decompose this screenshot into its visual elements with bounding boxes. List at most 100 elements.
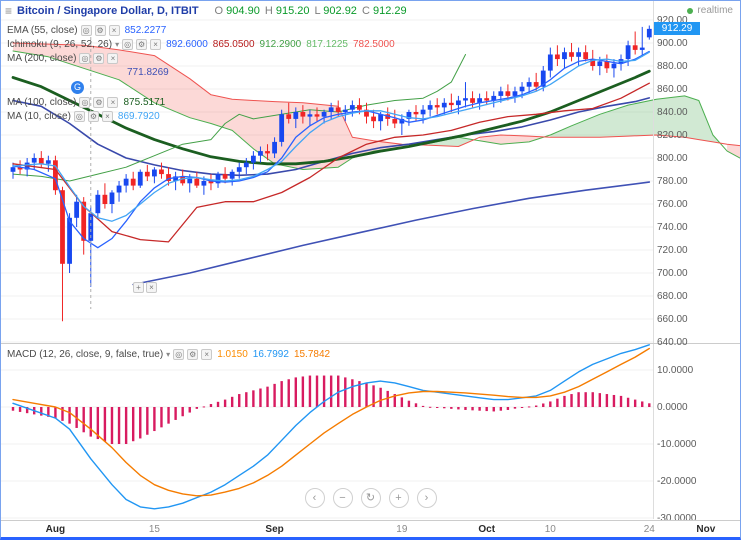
scroll-right-button[interactable]: ›: [416, 488, 437, 508]
time-tick-label: Sep: [265, 524, 284, 535]
indicator-value: 16.7992: [252, 348, 289, 360]
settings-icon[interactable]: ⚙: [93, 96, 105, 108]
chevron-down-icon[interactable]: ▾: [115, 39, 120, 49]
settings-icon[interactable]: ⚙: [136, 38, 148, 50]
panel-divider[interactable]: [1, 343, 740, 344]
scroll-left-button[interactable]: ‹: [304, 488, 325, 508]
eye-icon[interactable]: ◎: [80, 24, 92, 36]
drawing-handle-icon[interactable]: ×: [146, 282, 157, 293]
eye-icon[interactable]: ◎: [122, 38, 134, 50]
indicator-value: 817.1225: [306, 38, 348, 50]
price-tick-label: 840.00: [657, 107, 688, 118]
zoom-out-button[interactable]: −: [332, 488, 353, 508]
price-axis-line: [653, 1, 654, 519]
indicator-value: 912.2900: [259, 38, 302, 50]
ohlc-low: L 902.92: [314, 4, 357, 17]
indicator-value: 869.7920: [117, 110, 160, 122]
reset-chart-button[interactable]: ↻: [360, 488, 381, 508]
macd-tick-label: -20.0000: [657, 476, 697, 487]
eye-icon[interactable]: ◎: [73, 110, 85, 122]
close-icon[interactable]: ×: [150, 38, 162, 50]
close-icon[interactable]: ×: [101, 110, 113, 122]
indicator-value: 875.5171: [123, 96, 166, 108]
time-tick-label: 19: [396, 524, 408, 535]
time-tick-label: Nov: [696, 524, 716, 535]
price-tick-label: 880.00: [657, 61, 688, 72]
indicator-title[interactable]: MA (10, close): [7, 110, 71, 122]
settings-icon[interactable]: ⚙: [187, 348, 199, 360]
time-tick-label: 24: [643, 524, 655, 535]
indicator-legend-row: MACD (12, 26, close, 9, false, true) ▾ ◎ ⚙ ×…: [7, 347, 330, 361]
settings-icon[interactable]: ⚙: [87, 110, 99, 122]
close-icon[interactable]: ×: [107, 96, 119, 108]
realtime-status: realtime: [687, 5, 733, 16]
symbol-title: Bitcoin / Singapore Dollar, D, ITBIT: [17, 4, 199, 17]
macd-tick-label: 0.0000: [657, 402, 688, 413]
eye-icon[interactable]: ◎: [173, 348, 185, 360]
eye-icon[interactable]: ◎: [79, 52, 91, 64]
macd-tick-label: -30.0000: [657, 513, 697, 524]
macd-tick-label: -10.0000: [657, 439, 697, 450]
indicator-title[interactable]: Ichimoku (9, 26, 52, 26): [7, 38, 113, 50]
indicator-value: 1.0150: [217, 348, 248, 360]
price-tick-label: 860.00: [657, 84, 688, 95]
indicator-value: 865.0500: [212, 38, 255, 50]
close-icon[interactable]: ×: [107, 52, 119, 64]
price-tick-label: 680.00: [657, 291, 688, 302]
price-tick-label: 700.00: [657, 268, 688, 279]
ohlc-open: O 904.90: [214, 4, 260, 17]
chart-nav-controls: ‹ − ↻ + ›: [304, 488, 437, 508]
price-tick-label: 900.00: [657, 38, 688, 49]
indicator-title[interactable]: MA (200, close): [7, 52, 77, 64]
close-icon[interactable]: ×: [201, 348, 213, 360]
drawing-badge[interactable]: G: [71, 80, 84, 94]
indicator-legend-row: MA (100, close) ◎ ⚙ × 875.5171: [7, 95, 395, 109]
drawing-handles: + ×: [133, 282, 157, 293]
price-tick-label: 920.00: [657, 15, 688, 26]
time-tick-label: Oct: [478, 524, 496, 535]
indicator-value: 771.8269: [127, 66, 169, 78]
indicator-legend-row: MA (200, close) ◎ ⚙ ×: [7, 51, 395, 65]
time-tick-label: 15: [148, 524, 160, 535]
drawing-badge-row: G: [7, 79, 395, 95]
price-tick-label: 820.00: [657, 130, 688, 141]
price-tick-label: 800.00: [657, 153, 688, 164]
macd-tick-label: 10.0000: [657, 365, 694, 376]
settings-icon[interactable]: ⚙: [93, 52, 105, 64]
indicator-value: 892.6000: [166, 38, 208, 50]
eye-icon[interactable]: ◎: [79, 96, 91, 108]
indicator-value: 15.7842: [293, 348, 331, 360]
chevron-down-icon[interactable]: ▾: [166, 349, 171, 359]
chart-header: ≡ Bitcoin / Singapore Dollar, D, ITBIT O…: [1, 1, 740, 20]
price-tick-label: 780.00: [657, 176, 688, 187]
menu-icon[interactable]: ≡: [5, 3, 13, 18]
zoom-in-button[interactable]: +: [388, 488, 409, 508]
close-icon[interactable]: ×: [108, 24, 120, 36]
indicator-legend-row: Ichimoku (9, 26, 52, 26) ▾ ◎ ⚙ × 892.6000 865.…: [7, 37, 395, 51]
price-tick-label: 760.00: [657, 199, 688, 210]
drawing-handle-icon[interactable]: +: [133, 282, 144, 293]
price-tick-label: 640.00: [657, 337, 688, 348]
price-tick-label: 660.00: [657, 314, 688, 325]
last-price-tag: 912.29: [654, 22, 700, 35]
indicator-value: 782.5000: [352, 38, 395, 50]
time-axis[interactable]: Aug 15 Sep 19 Oct 10 24 Nov: [1, 520, 740, 537]
indicator-legend-row: EMA (55, close) ◎ ⚙ × 852.2277: [7, 23, 395, 37]
indicator-legends: EMA (55, close) ◎ ⚙ × 852.2277 Ichimoku (9, 2…: [7, 23, 395, 123]
ohlc-close: C 912.29: [361, 4, 407, 17]
settings-icon[interactable]: ⚙: [94, 24, 106, 36]
macd-legend: MACD (12, 26, close, 9, false, true) ▾ ◎ ⚙ ×…: [7, 347, 330, 361]
time-tick-label: 10: [544, 524, 556, 535]
time-tick-label: Aug: [45, 524, 66, 535]
indicator-title[interactable]: EMA (55, close): [7, 24, 78, 36]
indicator-title[interactable]: MA (100, close): [7, 96, 77, 108]
price-tick-label: 740.00: [657, 222, 688, 233]
indicator-title[interactable]: MACD (12, 26, close, 9, false, true): [7, 348, 164, 360]
indicator-value: 852.2277: [124, 24, 167, 36]
indicator-legend-row: 771.8269: [7, 65, 395, 79]
ohlc-high: H 915.20: [264, 4, 310, 17]
ohlc-readout: O 904.90 H 915.20 L 902.92 C 912.29: [215, 5, 407, 17]
indicator-legend-row: MA (10, close) ◎ ⚙ × 869.7920: [7, 109, 395, 123]
